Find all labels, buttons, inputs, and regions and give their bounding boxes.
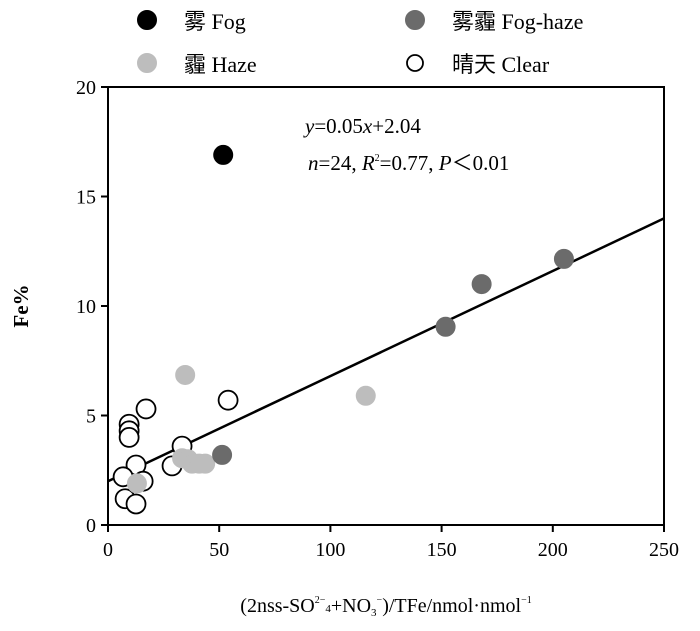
y-tick-label: 10 [76, 296, 96, 318]
data-point [135, 398, 157, 420]
legend-marker [405, 10, 425, 30]
axis-ticks: 0 50 100 150 200 250 0 5 10 15 20 [76, 77, 679, 561]
y-tick-label: 0 [86, 515, 96, 537]
legend: 雾 Fog 雾霾 Fog-haze 霾 Haze 晴天 Clear [137, 9, 583, 77]
legend-marker [137, 10, 157, 30]
y-tick-label: 15 [76, 187, 96, 209]
equation-label: y=0.05x+2.04 [303, 114, 421, 138]
x-tick-label: 50 [209, 539, 229, 561]
x-tick-label: 100 [315, 539, 345, 561]
x-tick-label: 0 [103, 539, 113, 561]
data-point [118, 426, 140, 448]
data-point [355, 385, 376, 406]
data-point [217, 389, 239, 411]
x-tick-label: 150 [427, 539, 457, 561]
data-point [553, 248, 574, 269]
y-tick-label: 5 [86, 406, 96, 428]
data-point [435, 316, 456, 337]
data-point [213, 144, 234, 165]
x-tick-label: 200 [538, 539, 568, 561]
data-point [126, 473, 147, 494]
legend-label: 晴天 Clear [452, 52, 550, 77]
legend-marker [406, 54, 424, 72]
data-point [125, 493, 147, 515]
y-axis-label: Fe% [9, 284, 33, 327]
data-point [471, 274, 492, 295]
data-point [212, 444, 233, 465]
legend-label: 雾霾 Fog-haze [452, 9, 583, 34]
legend-label: 霾 Haze [184, 52, 257, 77]
legend-marker [137, 53, 157, 73]
x-tick-label: 250 [649, 539, 679, 561]
x-axis-label: (2nss-SO2−4+NO3−)/TFe/nmol·nmol−1 [240, 595, 531, 619]
data-point [195, 453, 216, 474]
legend-label: 雾 Fog [184, 9, 246, 34]
y-tick-label: 20 [76, 77, 96, 99]
data-point [175, 364, 196, 385]
data-points [112, 144, 574, 515]
stats-label: n=24, R2=0.77, P＜0.01 [308, 151, 509, 175]
